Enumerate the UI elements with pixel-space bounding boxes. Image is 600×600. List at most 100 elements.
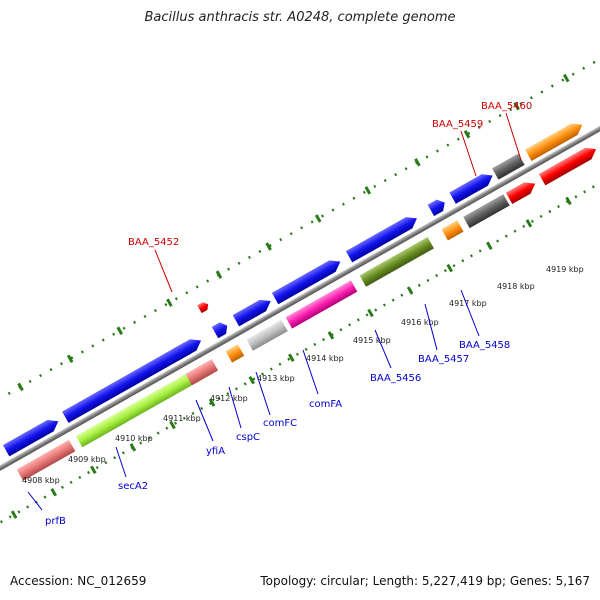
gene-labels-above: BAA_5452 BAA_5459 BAA_5460 — [128, 101, 532, 248]
label-leader-line — [228, 386, 242, 429]
gene-label-BAA_5460[interactable]: BAA_5460 — [481, 101, 532, 112]
major-tick — [17, 382, 24, 392]
inner-major-ticks — [10, 196, 572, 519]
gene-feature[interactable] — [271, 256, 344, 305]
major-tick — [486, 241, 493, 250]
tick-label: 4911 kbp — [163, 414, 201, 423]
label-leader-line — [255, 371, 271, 416]
gene-feature[interactable] — [211, 320, 231, 339]
gene-label-secA2[interactable]: secA2 — [118, 481, 148, 492]
major-tick — [248, 375, 255, 385]
gene-feature[interactable] — [359, 237, 434, 287]
gene-feature[interactable] — [232, 295, 274, 327]
topology-text: Topology: circular; Length: 5,227,419 bp… — [260, 574, 590, 588]
major-tick — [446, 263, 453, 273]
label-leader-line — [374, 329, 392, 369]
tick-label: 4912 kbp — [210, 394, 248, 403]
gene-feature[interactable] — [197, 300, 210, 314]
gene-feature[interactable] — [463, 194, 510, 229]
tick-labels: 4908 kbp 4909 kbp 4910 kbp 4911 kbp 4912 kbp… — [22, 265, 584, 485]
major-tick — [525, 219, 533, 228]
major-tick — [327, 331, 335, 340]
major-tick — [166, 298, 173, 307]
major-tick — [367, 308, 374, 318]
major-tick — [129, 443, 137, 452]
label-leader-line — [460, 289, 480, 337]
gene-label-BAA_5459[interactable]: BAA_5459 — [432, 119, 483, 130]
label-leader-line — [154, 249, 173, 293]
gene-feature[interactable] — [171, 335, 205, 361]
label-leader-line — [302, 349, 319, 395]
gene-label-cspC[interactable]: cspC — [236, 432, 260, 443]
major-tick — [513, 101, 520, 111]
label-leaders — [27, 112, 522, 511]
gene-feature[interactable] — [345, 213, 420, 263]
gene-feature[interactable] — [246, 319, 288, 351]
label-leader-line — [460, 130, 477, 177]
major-tick — [90, 465, 97, 475]
gene-feature[interactable] — [2, 416, 62, 457]
tick-label: 4917 kbp — [449, 299, 487, 308]
major-tick — [116, 326, 124, 335]
genome-track: 4908 kbp 4909 kbp 4910 kbp 4911 kbp 4912 kbp… — [0, 38, 600, 548]
tick-label: 4910 kbp — [115, 434, 153, 443]
tick-label: 4914 kbp — [306, 354, 344, 363]
gene-label-yfiA[interactable]: yfiA — [206, 446, 225, 457]
genome-backbone — [0, 90, 600, 507]
major-tick — [562, 73, 570, 83]
tick-label: 4918 kbp — [497, 282, 535, 291]
gene-feature[interactable] — [441, 220, 464, 241]
major-tick — [414, 158, 421, 167]
label-leader-line — [505, 112, 522, 161]
tick-label: 4919 kbp — [546, 265, 584, 274]
label-leader-line — [27, 491, 43, 511]
label-leader-line — [424, 303, 438, 351]
major-tick — [215, 270, 223, 279]
gene-labels-below: prfB secA2 yfiA cspC comFC comFA BAA_545… — [45, 340, 510, 527]
gene-feature[interactable] — [449, 170, 495, 204]
major-tick — [208, 398, 216, 407]
major-tick — [66, 354, 74, 364]
gene-label-BAA_5452[interactable]: BAA_5452 — [128, 237, 179, 248]
gene-label-comFA[interactable]: comFA — [309, 399, 342, 410]
gene-label-prfB[interactable]: prfB — [45, 516, 66, 527]
tick-label: 4916 kbp — [401, 318, 439, 327]
major-tick — [169, 420, 176, 430]
gene-feature[interactable] — [185, 359, 219, 386]
gene-feature[interactable] — [492, 153, 525, 180]
gene-label-BAA_5458[interactable]: BAA_5458 — [459, 340, 510, 351]
major-tick — [10, 510, 18, 519]
gene-feature[interactable] — [427, 197, 448, 217]
major-tick — [265, 242, 272, 251]
gene-feature[interactable] — [75, 362, 213, 448]
gene-label-BAA_5457[interactable]: BAA_5457 — [418, 354, 469, 365]
gene-feature[interactable] — [16, 439, 76, 481]
gene-feature[interactable] — [505, 178, 539, 205]
major-tick — [406, 286, 414, 295]
label-leader-line — [115, 446, 127, 478]
tick-label: 4913 kbp — [257, 374, 295, 383]
accession-text: Accession: NC_012659 — [10, 574, 147, 588]
page-title: Bacillus anthracis str. A0248, complete … — [144, 10, 456, 25]
gene-feature[interactable] — [538, 143, 599, 186]
gene-feature[interactable] — [62, 338, 199, 423]
gene-feature[interactable] — [285, 280, 358, 329]
gene-feature[interactable] — [225, 344, 245, 363]
outer-major-ticks — [17, 73, 570, 392]
gene-feature[interactable] — [525, 119, 585, 161]
label-leader-line — [195, 399, 214, 442]
major-tick — [314, 214, 322, 223]
major-tick — [463, 130, 471, 139]
gene-label-BAA_5456[interactable]: BAA_5456 — [370, 373, 421, 384]
major-tick — [364, 186, 372, 195]
tick-label: 4909 kbp — [68, 455, 106, 464]
major-tick — [565, 196, 572, 206]
gene-label-comFC[interactable]: comFC — [263, 418, 297, 429]
major-tick — [50, 487, 57, 497]
gene-features — [2, 119, 599, 481]
tick-label: 4915 kbp — [353, 336, 391, 345]
tick-label: 4908 kbp — [22, 476, 60, 485]
major-tick — [288, 353, 295, 362]
